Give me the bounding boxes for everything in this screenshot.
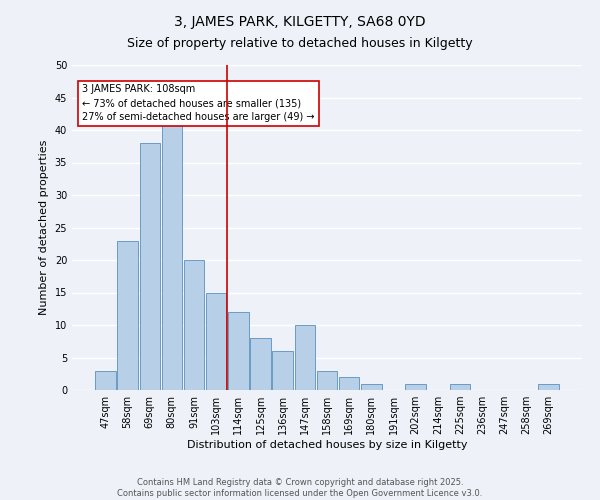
Bar <box>95 370 116 390</box>
Text: Size of property relative to detached houses in Kilgetty: Size of property relative to detached ho… <box>127 38 473 51</box>
Bar <box>272 351 293 390</box>
Bar <box>450 384 470 390</box>
Bar <box>184 260 204 390</box>
Bar <box>538 384 559 390</box>
Bar <box>161 124 182 390</box>
X-axis label: Distribution of detached houses by size in Kilgetty: Distribution of detached houses by size … <box>187 440 467 450</box>
Y-axis label: Number of detached properties: Number of detached properties <box>39 140 49 315</box>
Bar <box>250 338 271 390</box>
Text: Contains HM Land Registry data © Crown copyright and database right 2025.
Contai: Contains HM Land Registry data © Crown c… <box>118 478 482 498</box>
Bar <box>361 384 382 390</box>
Bar <box>206 292 226 390</box>
Bar <box>295 325 315 390</box>
Bar <box>118 240 138 390</box>
Text: 3, JAMES PARK, KILGETTY, SA68 0YD: 3, JAMES PARK, KILGETTY, SA68 0YD <box>174 15 426 29</box>
Text: 3 JAMES PARK: 108sqm
← 73% of detached houses are smaller (135)
27% of semi-deta: 3 JAMES PARK: 108sqm ← 73% of detached h… <box>82 84 314 122</box>
Bar <box>228 312 248 390</box>
Bar <box>406 384 426 390</box>
Bar <box>317 370 337 390</box>
Bar <box>140 143 160 390</box>
Bar <box>339 377 359 390</box>
